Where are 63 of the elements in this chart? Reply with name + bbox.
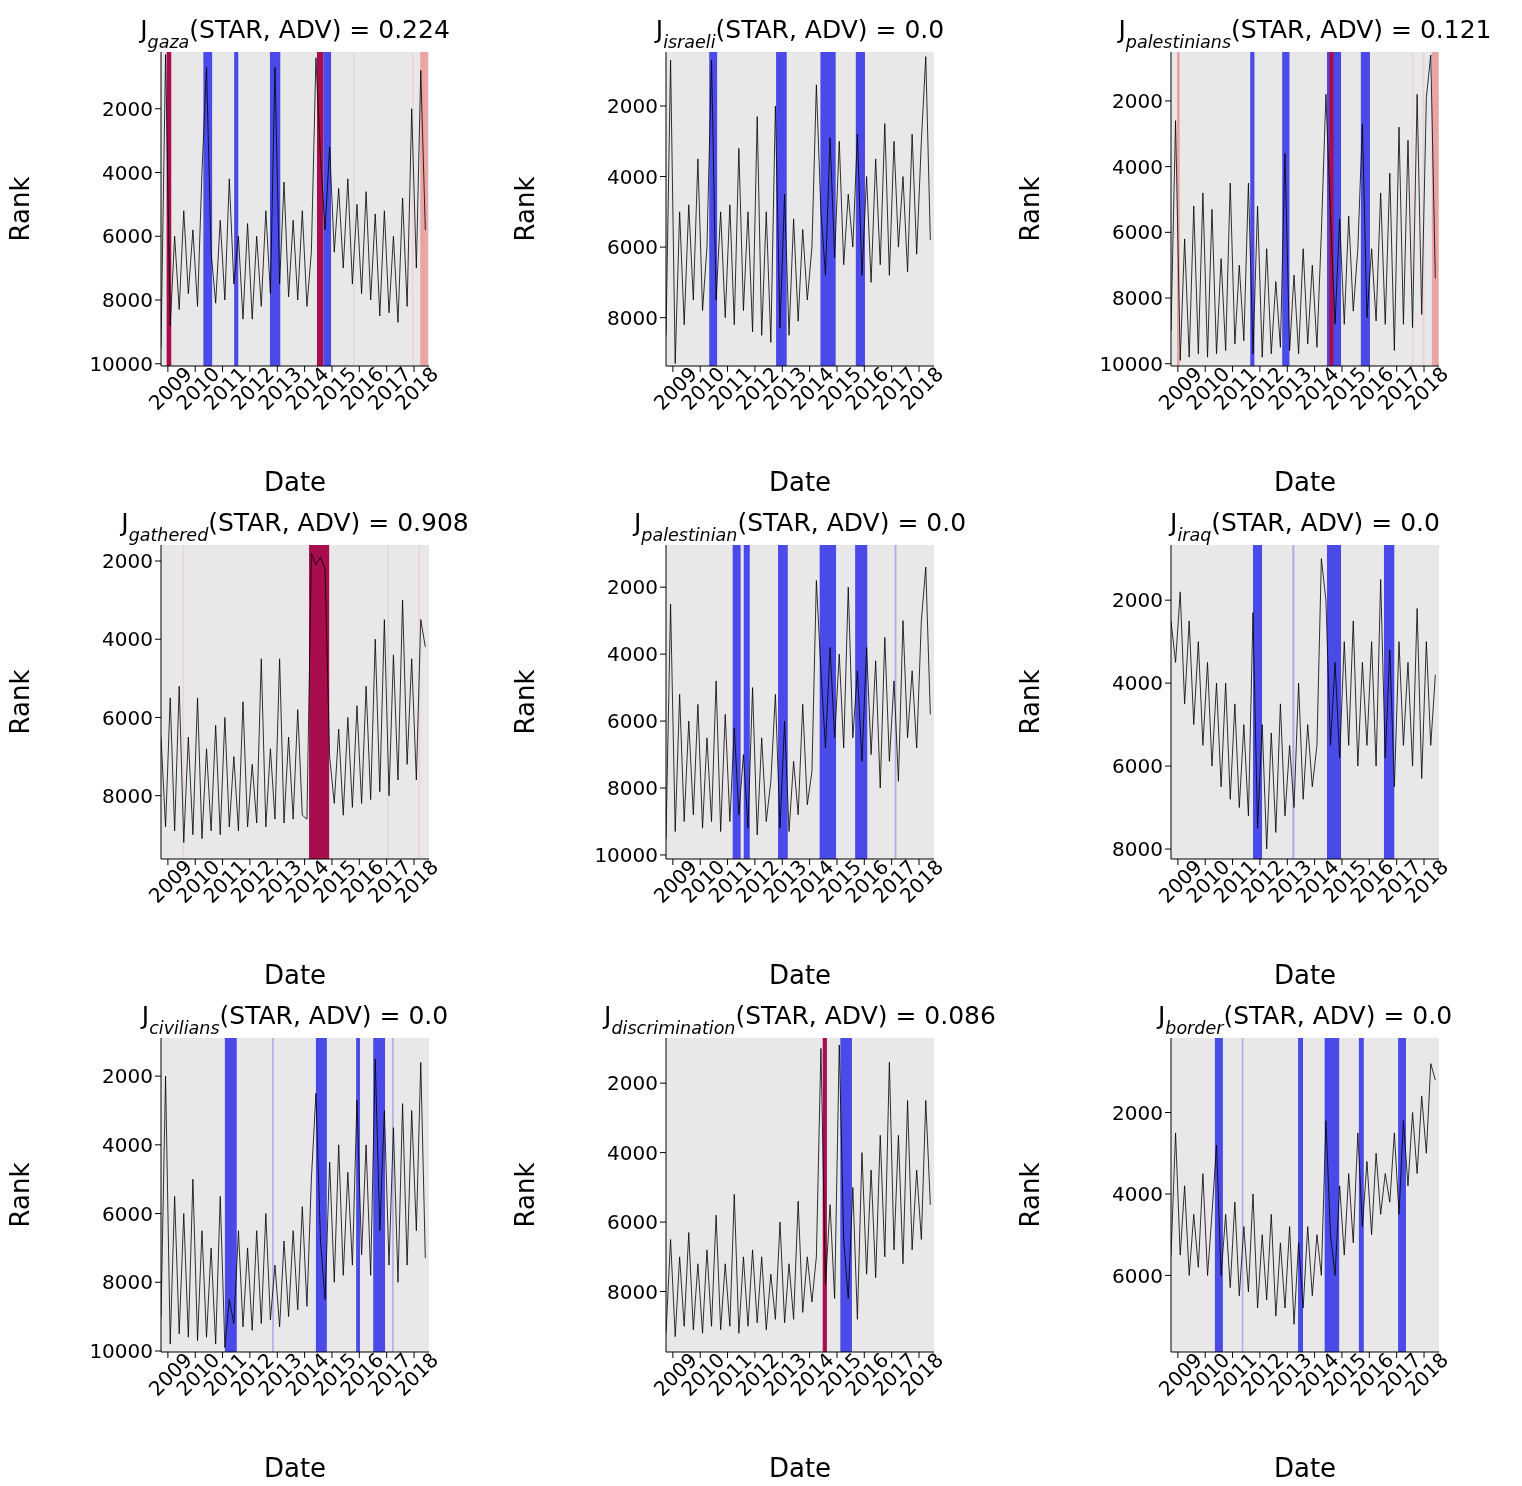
y-tick-label: 2000 [102, 549, 153, 574]
x-axis-title: Date [263, 467, 327, 497]
x-axis-title: Date [1273, 467, 1337, 497]
chart-title: J$_{civilians}$(STAR, ADV) = 0.0 [139, 1001, 449, 1038]
chart-title: J$_{discrimination}$(STAR, ADV) = 0.086 [602, 1001, 996, 1038]
chart-title: J$_{iraq}$(STAR, ADV) = 0.0 [1168, 508, 1440, 545]
y-tick-label: 8000 [607, 776, 658, 801]
chart-title: J$_{israeli}$(STAR, ADV) = 0.0 [653, 15, 945, 52]
x-axis-title: Date [768, 1453, 832, 1483]
y-tick-label: 4000 [1112, 1182, 1163, 1207]
y-tick-label: 4000 [102, 627, 153, 652]
chart-title: J$_{palestinians}$(STAR, ADV) = 0.121 [1116, 15, 1492, 52]
y-tick-label: 4000 [607, 1140, 658, 1165]
y-tick-label: 6000 [607, 709, 658, 734]
chart-title: J$_{border}$(STAR, ADV) = 0.0 [1155, 1001, 1453, 1038]
y-axis-title: Rank [5, 1162, 36, 1228]
y-tick-label: 4000 [102, 160, 153, 185]
y-axis-title: Rank [5, 669, 36, 735]
y-tick-label: 6000 [1112, 1263, 1163, 1288]
y-tick-label: 8000 [607, 1279, 658, 1304]
y-tick-label: 2000 [607, 575, 658, 600]
y-tick-label: 8000 [102, 1270, 153, 1295]
x-axis-title: Date [768, 960, 832, 990]
y-tick-label: 6000 [102, 705, 153, 730]
x-axis-title: Date [1273, 960, 1337, 990]
y-tick-label: 6000 [607, 1210, 658, 1235]
y-axis-title: Rank [1015, 176, 1046, 242]
y-tick-label: 4000 [1112, 671, 1163, 696]
y-axis-title: Rank [1015, 669, 1046, 735]
y-axis-title: Rank [5, 176, 36, 242]
y-tick-label: 8000 [607, 305, 658, 330]
y-axis-title: Rank [510, 669, 541, 735]
y-tick-label: 2000 [102, 96, 153, 121]
y-tick-label: 8000 [102, 783, 153, 808]
y-tick-label: 10000 [594, 843, 658, 868]
y-tick-label: 4000 [607, 164, 658, 189]
y-tick-label: 2000 [102, 1064, 153, 1089]
x-axis-title: Date [263, 1453, 327, 1483]
y-tick-label: 8000 [1112, 837, 1163, 862]
chart-title: J$_{gathered}$(STAR, ADV) = 0.908 [119, 508, 469, 545]
y-tick-label: 4000 [102, 1132, 153, 1157]
y-tick-label: 2000 [1112, 1100, 1163, 1125]
y-tick-label: 4000 [1112, 154, 1163, 179]
chart-title: J$_{palestinian}$(STAR, ADV) = 0.0 [631, 508, 967, 545]
y-tick-label: 6000 [1112, 754, 1163, 779]
y-axis-title: Rank [510, 1162, 541, 1228]
y-tick-label: 2000 [1112, 89, 1163, 114]
chart-title: J$_{gaza}$(STAR, ADV) = 0.224 [138, 15, 450, 52]
y-tick-label: 4000 [607, 642, 658, 667]
y-tick-label: 8000 [102, 288, 153, 313]
y-tick-label: 6000 [102, 224, 153, 249]
x-axis-title: Date [768, 467, 832, 497]
y-tick-label: 2000 [1112, 588, 1163, 613]
y-tick-label: 6000 [102, 1201, 153, 1226]
x-axis-title: Date [263, 960, 327, 990]
y-tick-label: 2000 [607, 1071, 658, 1096]
y-tick-label: 6000 [607, 235, 658, 260]
x-axis-title: Date [1273, 1453, 1337, 1483]
y-axis-title: Rank [1015, 1162, 1046, 1228]
y-axis-title: Rank [510, 176, 541, 242]
y-tick-label: 2000 [607, 94, 658, 119]
y-tick-label: 8000 [1112, 286, 1163, 311]
y-tick-label: 6000 [1112, 220, 1163, 245]
